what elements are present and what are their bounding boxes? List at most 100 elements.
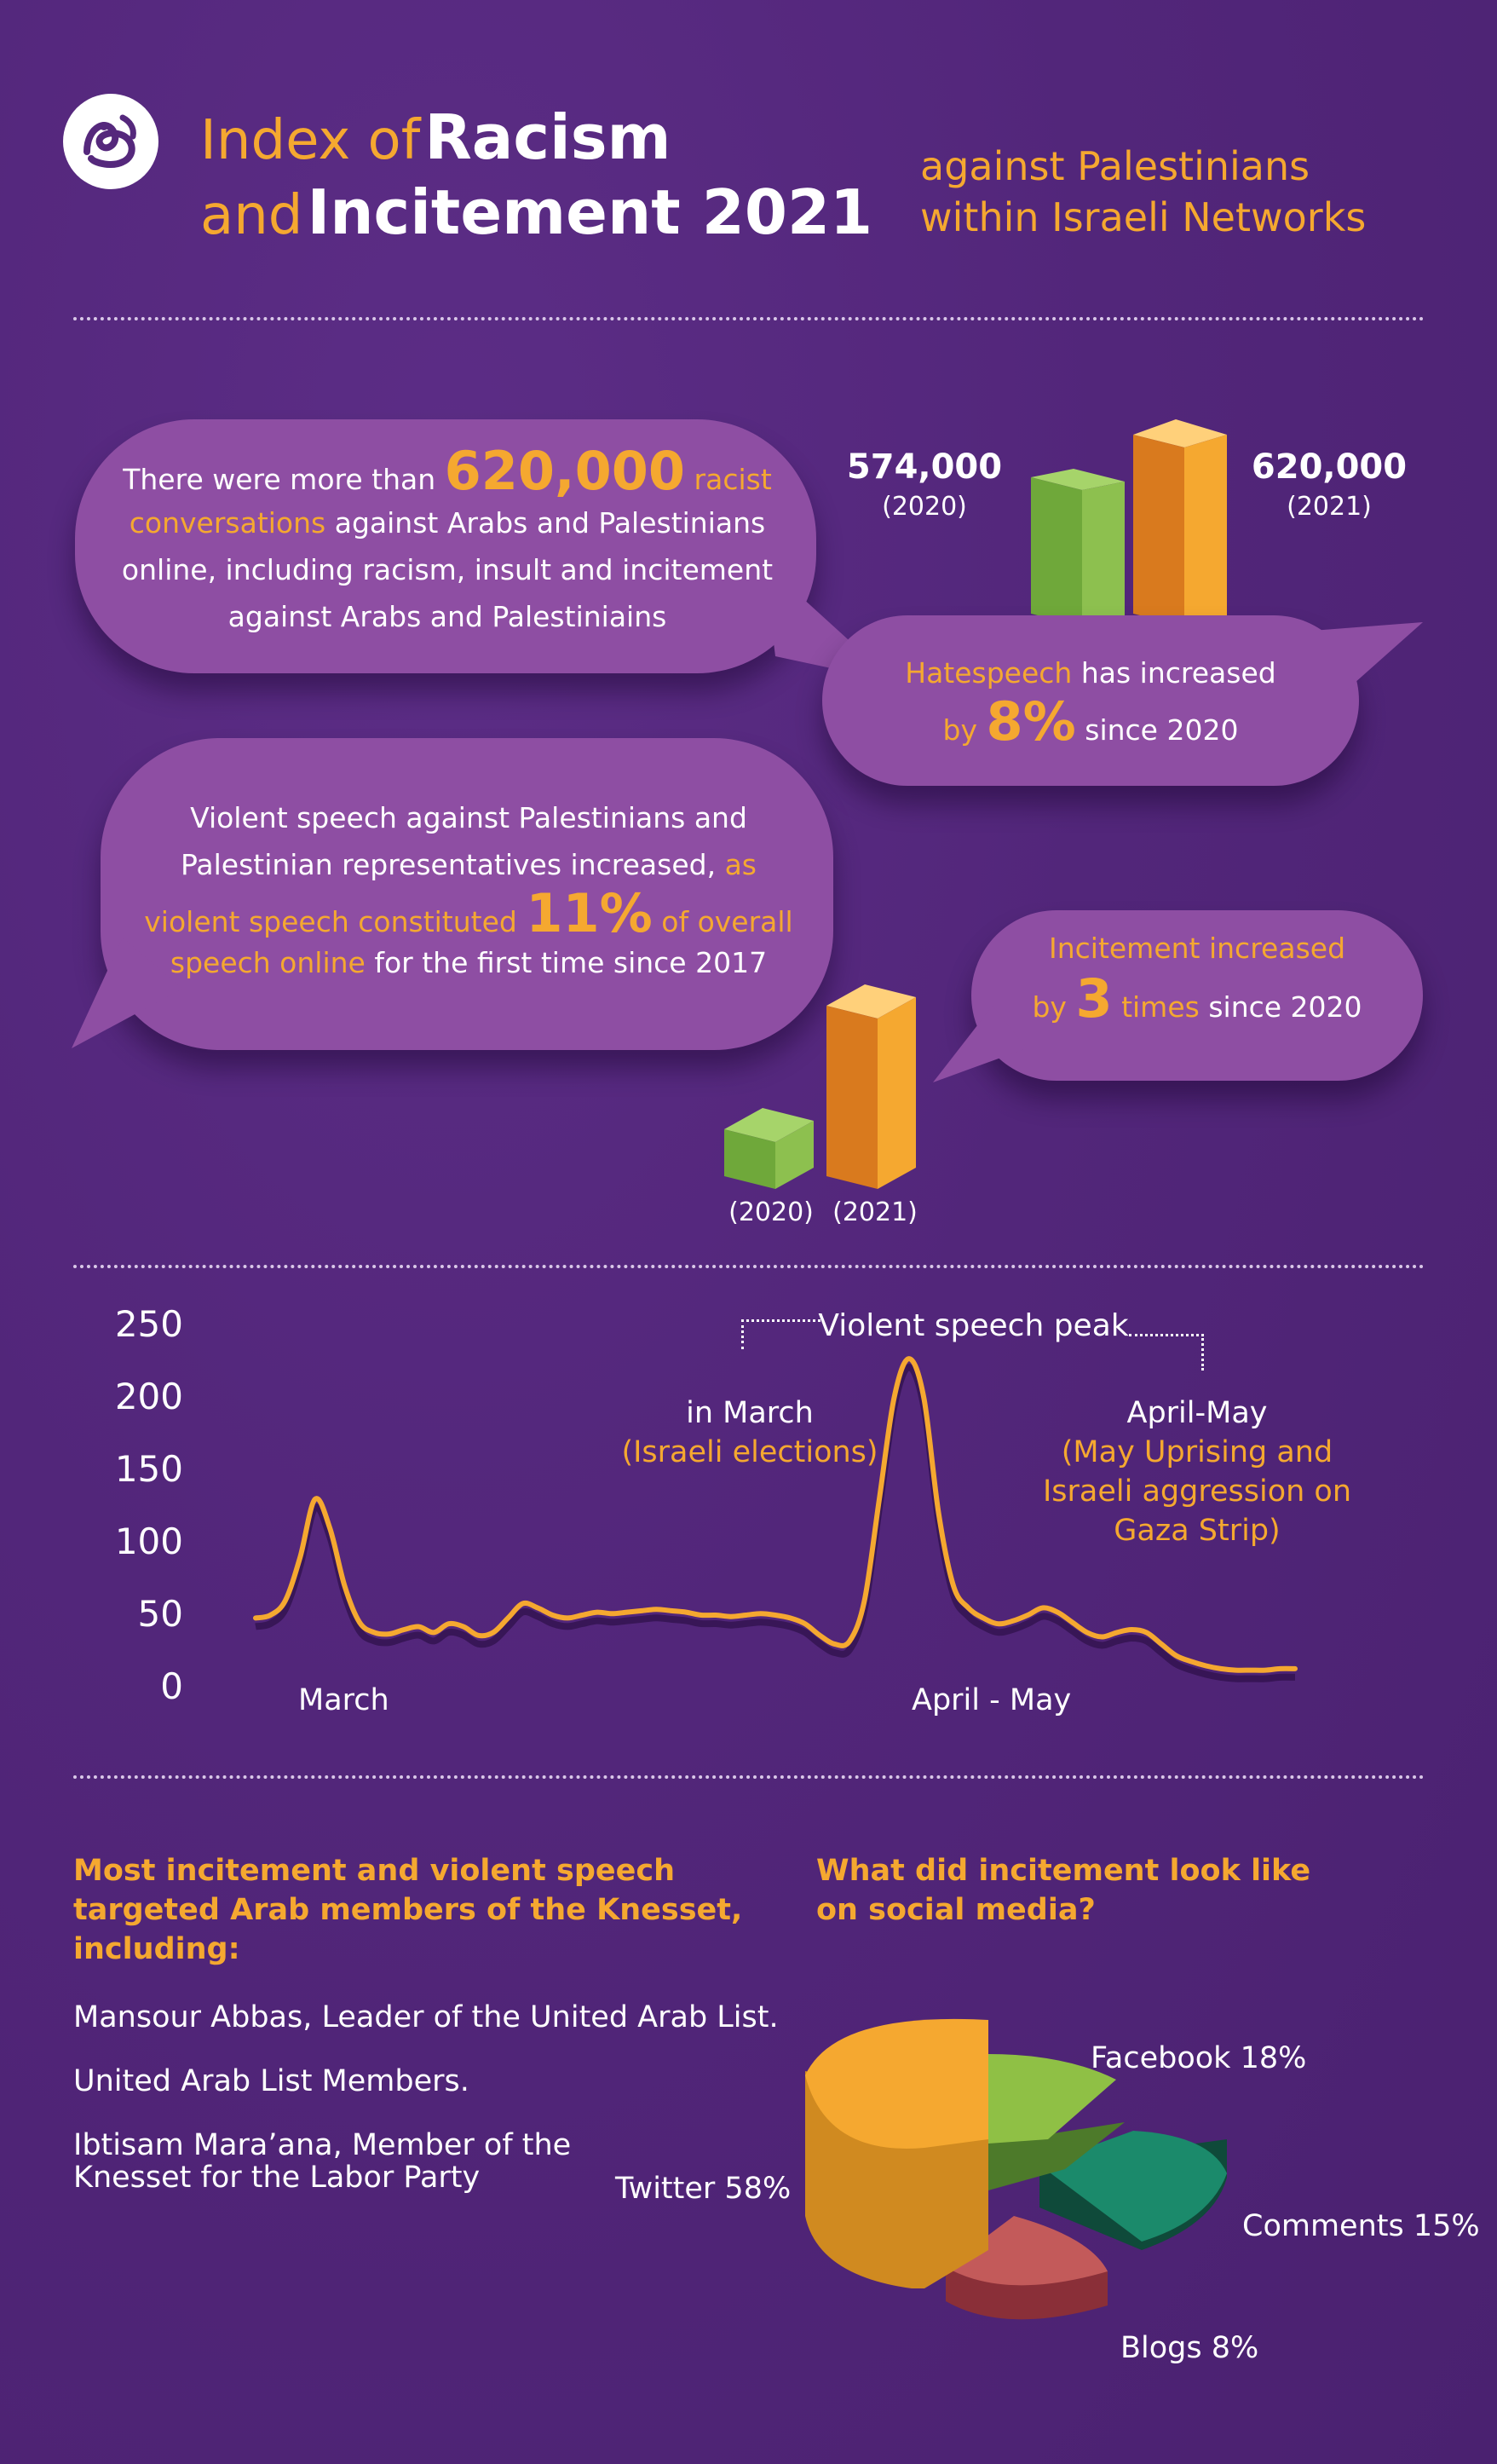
bar-2020-top [1031, 469, 1125, 490]
text: racist [694, 463, 772, 496]
bar-value: 620,000 [1251, 447, 1408, 487]
text: Violent speech against Palestinians and [190, 801, 747, 834]
line-chart [253, 1356, 1298, 1682]
heading-line: including: [73, 1932, 240, 1966]
bar-2020-side [775, 1121, 814, 1189]
divider [73, 1775, 1425, 1779]
bar-year: (2021) [1287, 492, 1372, 522]
bubble-tail [933, 1006, 1027, 1082]
bar-2021-top [826, 984, 916, 1018]
pie-slice-facebook [988, 2054, 1116, 2144]
text: since 2020 [1085, 713, 1239, 747]
text: as [724, 848, 757, 881]
list-item: Mansour Abbas, Leader of the United Arab… [73, 2000, 779, 2034]
list-item: Ibtisam Mara’ana, Member of the Knesset … [73, 2129, 571, 2194]
text: violent speech constituted [144, 905, 517, 938]
bar-year: (2020) [882, 492, 967, 522]
incitement-bar-chart [724, 984, 916, 1189]
pie-chart [805, 2018, 1227, 2320]
bar-2020-front [1031, 477, 1082, 626]
knesset-heading: Most incitement and violent speech targe… [73, 1851, 742, 1969]
text: of overall [661, 905, 793, 938]
annotation-peak-title: Violent speech peak [818, 1308, 1129, 1343]
logo-icon [61, 92, 160, 191]
bar-2021-side [878, 997, 916, 1189]
text: conversations [129, 506, 326, 540]
text: by [942, 713, 977, 747]
pie-label-blogs: Blogs 8% [1120, 2331, 1259, 2365]
pie-slice-twitter [805, 2018, 988, 2149]
bubble-text: Incitement increased by 3 times since 20… [980, 925, 1414, 1026]
pie-label-comments: Comments 15% [1242, 2209, 1480, 2243]
bar-year: (2020) [728, 1197, 814, 1227]
page-title: Index of Racism and Incitement 2021 [200, 101, 872, 251]
bar-2020-side [1082, 482, 1125, 626]
pie-label-facebook: Facebook 18% [1091, 2041, 1307, 2075]
text: by [1032, 990, 1067, 1024]
list-item: United Arab List Members. [73, 2064, 469, 2098]
x-axis-label-march: March [298, 1683, 389, 1717]
subtitle-line: within Israeli Networks [920, 194, 1367, 240]
annotation-text: April-May [1126, 1396, 1268, 1430]
highlight-number: 3 [1075, 967, 1113, 1030]
stat-bubble-racist-conversations [75, 419, 816, 673]
title-part: and [200, 184, 303, 247]
highlight-number: 11% [526, 882, 653, 944]
bar-2021-top [1133, 419, 1227, 447]
hatespeech-bar-chart [1031, 419, 1227, 626]
stat-bubble-violent-speech [101, 738, 833, 1050]
bar-2021-side [1184, 435, 1227, 626]
bar-2020-front [724, 1129, 775, 1189]
page-subtitle: against Palestinians within Israeli Netw… [920, 141, 1366, 243]
list-item-line: Knesset for the Labor Party [73, 2161, 481, 2195]
bubble-tail [1312, 622, 1423, 690]
y-tick-label: 200 [114, 1376, 183, 1417]
heading-line: targeted Arab members of the Knesset, [73, 1893, 743, 1927]
bar-label-2021: 620,000 (2021) [1244, 447, 1414, 522]
annotation-text: (May Uprising and [1061, 1435, 1333, 1469]
list-item-line: Ibtisam Mara’ana, Member of the [73, 2128, 572, 2162]
pie-slice-comments [1039, 2131, 1227, 2242]
y-tick-label: 150 [114, 1448, 183, 1490]
text: online, including racism, insult and inc… [121, 553, 774, 586]
series-line-shadow [255, 1364, 1296, 1682]
annotation-text: Gaza Strip) [1114, 1514, 1281, 1548]
heading-line: Most incitement and violent speech [73, 1854, 676, 1888]
title-part: Index of [200, 109, 421, 172]
stat-bubble-hatespeech [822, 615, 1359, 786]
text: against Arabs and Palestiniains [227, 600, 667, 633]
text: Palestinian representatives increased, [180, 848, 717, 881]
social-heading: What did incitement look like on social … [816, 1851, 1310, 1930]
divider [73, 317, 1425, 320]
text: against Arabs and Palestinians [334, 506, 766, 540]
annotation-bracket-right [1129, 1334, 1204, 1370]
annotation-april-may: April-May (May Uprising and Israeli aggr… [1018, 1394, 1376, 1550]
y-tick-label: 0 [160, 1665, 183, 1707]
text: has increased [1080, 656, 1276, 690]
bubble-tail [72, 938, 182, 1048]
heading-line: on social media? [816, 1893, 1096, 1927]
text: speech online [170, 946, 366, 979]
text: since 2020 [1208, 990, 1362, 1024]
annotation-text: Israeli aggression on [1042, 1474, 1352, 1509]
title-part: Racism [424, 101, 671, 173]
highlight-number: 620,000 [444, 440, 686, 502]
annotation-bracket-left [741, 1319, 820, 1349]
annotation-march: in March (Israeli elections) [596, 1394, 903, 1472]
bar-year: (2021) [832, 1197, 918, 1227]
text: Hatespeech [905, 656, 1073, 690]
bubble-text: There were more than 620,000 racist conv… [94, 443, 801, 640]
annotation-text: (Israeli elections) [621, 1435, 878, 1469]
heading-line: What did incitement look like [816, 1854, 1311, 1888]
annotation-text: in March [686, 1396, 814, 1430]
bubble-text: Violent speech against Palestinians and … [119, 794, 818, 986]
pie-slice-blogs [946, 2216, 1108, 2286]
bar-2021-front [1133, 435, 1184, 626]
title-part: Incitement 2021 [307, 176, 873, 248]
highlight-number: 8% [986, 690, 1076, 753]
pie-label-twitter: Twitter 58% [615, 2172, 792, 2206]
bubble-text: Hatespeech has increased by 8% since 202… [839, 649, 1342, 748]
subtitle-line: against Palestinians [920, 143, 1310, 189]
text: for the first time since 2017 [374, 946, 768, 979]
